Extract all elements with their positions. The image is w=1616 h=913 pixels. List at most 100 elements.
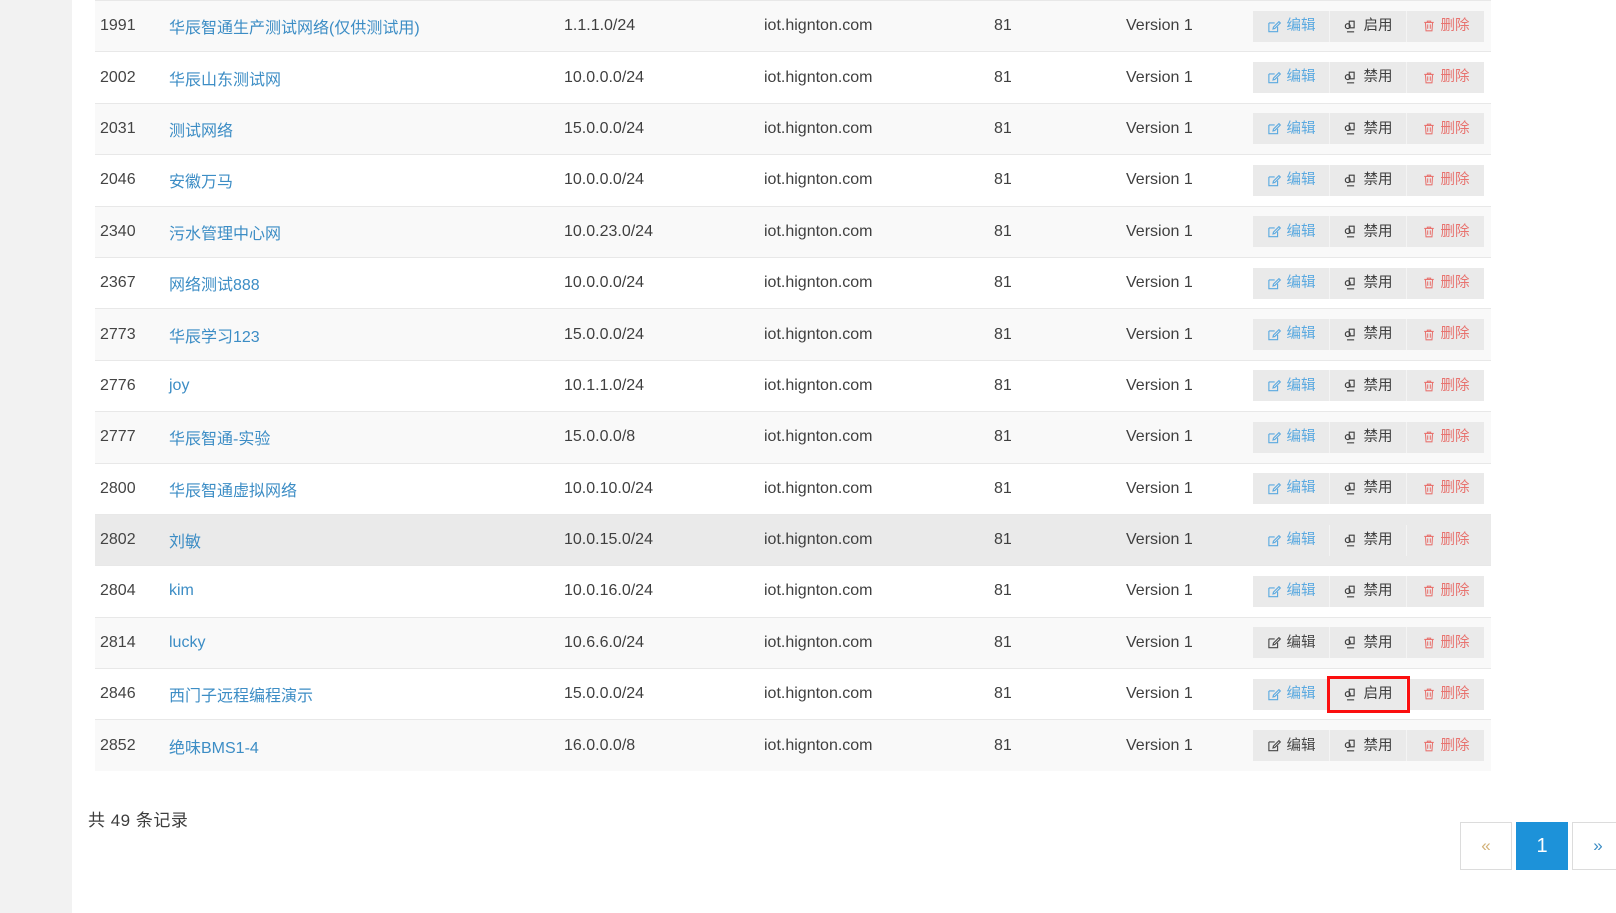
edit-button[interactable]: 编辑 [1253, 421, 1330, 453]
table-row[interactable]: 1991 华辰智通生产测试网络(仅供测试用) 1.1.1.0/24 iot.hignt… [95, 0, 1491, 52]
edit-button[interactable]: 编辑 [1253, 678, 1330, 710]
network-port: 81 [994, 274, 1012, 292]
delete-button[interactable]: 删除 [1407, 164, 1484, 196]
edit-button[interactable]: 编辑 [1253, 524, 1330, 556]
edit-button[interactable]: 编辑 [1253, 113, 1330, 145]
table-row[interactable]: 2002 华辰山东测试网 10.0.0.0/24 iot.hignton.com 81 V… [95, 51, 1491, 104]
network-name-link[interactable]: 网络测试888 [169, 277, 260, 295]
toggle-status-button[interactable]: 禁用 [1330, 164, 1407, 196]
toggle-status-button[interactable]: 禁用 [1330, 575, 1407, 607]
pagination-prev-button[interactable]: « [1460, 822, 1512, 870]
network-name-link[interactable]: 绝味BMS1-4 [169, 739, 259, 757]
network-name-link[interactable]: 测试网络 [169, 122, 234, 140]
delete-button[interactable]: 删除 [1407, 319, 1484, 351]
network-name-link[interactable]: 安徽万马 [169, 174, 234, 192]
edit-button[interactable]: 编辑 [1253, 730, 1330, 762]
table-row[interactable]: 2814 lucky 10.6.6.0/24 iot.hignton.com 81 Ver… [95, 616, 1491, 669]
network-name-link[interactable]: 华辰学习123 [169, 328, 260, 346]
trash-can-icon [1422, 122, 1436, 136]
edit-button[interactable]: 编辑 [1253, 216, 1330, 248]
toggle-status-button[interactable]: 禁用 [1330, 113, 1407, 145]
toggle-status-button[interactable]: 启用 [1330, 10, 1407, 42]
delete-button[interactable]: 删除 [1407, 421, 1484, 453]
table-row[interactable]: 2340 污水管理中心网 10.0.23.0/24 iot.hignton.com 81… [95, 205, 1491, 258]
toggle-status-button[interactable]: 禁用 [1330, 62, 1407, 94]
trash-can-icon [1422, 739, 1436, 753]
table-row[interactable]: 2804 kim 10.0.16.0/24 iot.hignton.com 81 Vers… [95, 565, 1491, 618]
toggle-status-button-label: 禁用 [1363, 120, 1393, 137]
table-row[interactable]: 2046 安徽万马 10.0.0.0/24 iot.hignton.com 81 Vers… [95, 154, 1491, 207]
edit-pencil-square-icon [1267, 430, 1282, 445]
table-row[interactable]: 2367 网络测试888 10.0.0.0/24 iot.hignton.com 81 V… [95, 256, 1491, 309]
table-row[interactable]: 2852 绝味BMS1-4 16.0.0.0/8 iot.hignton.com 81 V… [95, 719, 1491, 772]
edit-button[interactable]: 编辑 [1253, 319, 1330, 351]
row-id: 2800 [100, 479, 136, 497]
edit-button-label: 编辑 [1286, 377, 1316, 394]
delete-button[interactable]: 删除 [1407, 62, 1484, 94]
toggle-status-button[interactable]: 禁用 [1330, 421, 1407, 453]
delete-button-label: 删除 [1440, 172, 1470, 189]
delete-button[interactable]: 删除 [1407, 575, 1484, 607]
edit-button[interactable]: 编辑 [1253, 62, 1330, 94]
delete-button[interactable]: 删除 [1407, 473, 1484, 505]
toggle-status-button-label: 禁用 [1363, 737, 1393, 754]
edit-button[interactable]: 编辑 [1253, 267, 1330, 299]
edit-button[interactable]: 编辑 [1253, 10, 1330, 42]
toggle-status-button[interactable]: 启用 [1327, 675, 1410, 713]
edit-button-label: 编辑 [1286, 17, 1316, 34]
delete-button[interactable]: 删除 [1407, 678, 1484, 710]
network-port: 81 [994, 376, 1012, 394]
network-port: 81 [994, 171, 1012, 189]
toggle-status-button[interactable]: 禁用 [1330, 267, 1407, 299]
network-port: 81 [994, 582, 1012, 600]
edit-button[interactable]: 编辑 [1253, 370, 1330, 402]
network-name-link[interactable]: kim [169, 582, 194, 600]
table-row[interactable]: 2802 刘敏 10.0.15.0/24 iot.hignton.com 81 Versi… [95, 513, 1491, 566]
toggle-status-button[interactable]: 禁用 [1330, 473, 1407, 505]
toggle-status-button[interactable]: 禁用 [1330, 319, 1407, 351]
edit-button[interactable]: 编辑 [1253, 627, 1330, 659]
network-cidr: 15.0.0.0/24 [564, 685, 645, 703]
network-name-link[interactable]: 华辰智通虚拟网络 [169, 482, 298, 500]
pagination-page-1[interactable]: 1 [1516, 822, 1568, 870]
toggle-status-button[interactable]: 禁用 [1330, 216, 1407, 248]
network-name-link[interactable]: 污水管理中心网 [169, 225, 282, 243]
edit-button[interactable]: 编辑 [1253, 473, 1330, 505]
network-name-link[interactable]: 刘敏 [169, 534, 202, 552]
network-name-link[interactable]: joy [169, 376, 190, 394]
delete-button[interactable]: 删除 [1407, 730, 1484, 762]
delete-button[interactable]: 删除 [1407, 216, 1484, 248]
pagination[interactable]: « 1 » [1460, 822, 1616, 870]
table-row[interactable]: 2777 华辰智通-实验 15.0.0.0/8 iot.hignton.com 81 Ve… [95, 411, 1491, 464]
edit-button[interactable]: 编辑 [1253, 164, 1330, 196]
network-domain: iot.hignton.com [764, 633, 873, 651]
toggle-status-button[interactable]: 禁用 [1330, 730, 1407, 762]
delete-button[interactable]: 删除 [1407, 627, 1484, 659]
network-name-link[interactable]: lucky [169, 633, 206, 651]
pagination-next-button[interactable]: » [1572, 822, 1616, 870]
toggle-status-button[interactable]: 禁用 [1330, 627, 1407, 659]
network-name-link[interactable]: 西门子远程编程演示 [169, 688, 314, 706]
table-row[interactable]: 2800 华辰智通虚拟网络 10.0.10.0/24 iot.hignton.com 8… [95, 462, 1491, 515]
network-name-link[interactable]: 华辰智通-实验 [169, 431, 271, 449]
table-row[interactable]: 2773 华辰学习123 15.0.0.0/24 iot.hignton.com 81 V… [95, 308, 1491, 361]
delete-button[interactable]: 删除 [1407, 113, 1484, 145]
table-row[interactable]: 2846 西门子远程编程演示 15.0.0.0/24 iot.hignton.com 8… [95, 668, 1491, 720]
row-action-group: 编辑 禁用 删除 [1253, 473, 1484, 505]
delete-button[interactable]: 删除 [1407, 524, 1484, 556]
network-port: 81 [994, 479, 1012, 497]
toggle-status-button[interactable]: 禁用 [1330, 524, 1407, 556]
trash-can-icon [1422, 19, 1436, 33]
network-name-link[interactable]: 华辰山东测试网 [169, 71, 282, 89]
delete-button[interactable]: 删除 [1407, 10, 1484, 42]
network-name-link[interactable]: 华辰智通生产测试网络(仅供测试用) [169, 20, 420, 38]
delete-button[interactable]: 删除 [1407, 370, 1484, 402]
table-row[interactable]: 2776 joy 10.1.1.0/24 iot.hignton.com 81 Versi… [95, 359, 1491, 412]
toggle-status-button[interactable]: 禁用 [1330, 370, 1407, 402]
row-action-group: 编辑 禁用 删除 [1253, 164, 1484, 196]
page-body: 1991 华辰智通生产测试网络(仅供测试用) 1.1.1.0/24 iot.hignt… [72, 0, 1616, 913]
delete-button[interactable]: 删除 [1407, 267, 1484, 299]
edit-button[interactable]: 编辑 [1253, 575, 1330, 607]
row-action-group: 编辑 禁用 删除 [1253, 319, 1484, 351]
table-row[interactable]: 2031 测试网络 15.0.0.0/24 iot.hignton.com 81 Vers… [95, 102, 1491, 155]
